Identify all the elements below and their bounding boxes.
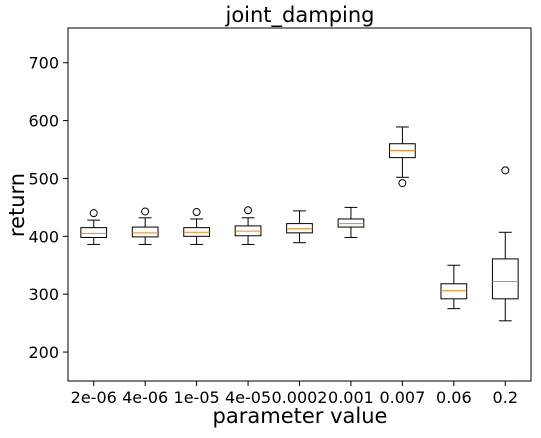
outlier-point — [244, 206, 253, 215]
iqr-box — [491, 258, 519, 300]
y-tick-label: 600 — [28, 112, 59, 131]
iqr-box — [286, 223, 313, 234]
outlier-point — [501, 166, 510, 175]
x-tick-label: 4e-05 — [225, 388, 271, 407]
plot-area — [67, 27, 532, 382]
iqr-box — [131, 226, 159, 238]
box-0.007 — [389, 126, 416, 188]
y-tick-label: 300 — [28, 285, 59, 304]
x-tick-label: 0.06 — [436, 388, 472, 407]
box-0.06 — [440, 264, 468, 310]
chart-title: joint_damping — [224, 3, 374, 28]
y-tick-label: 500 — [28, 169, 59, 188]
iqr-box — [80, 227, 108, 238]
x-tick-label: 0.001 — [328, 388, 374, 407]
box-0.001 — [337, 206, 365, 238]
box-0.0002 — [286, 210, 313, 244]
x-tick-label: 1e-05 — [174, 388, 220, 407]
iqr-box — [440, 283, 468, 300]
x-tick-label: 0.2 — [493, 388, 518, 407]
outlier-point — [398, 179, 407, 188]
y-axis-label: return — [5, 173, 29, 237]
outlier-point — [89, 209, 98, 218]
x-axis: 2e-06 4e-06 1e-05 4e-05 0.0002 0.001 0.007 0.06… — [71, 381, 518, 407]
x-tick-label: 4e-06 — [122, 388, 168, 407]
outlier-point — [192, 208, 201, 217]
x-tick-label: 2e-06 — [71, 388, 117, 407]
box-0.2 — [491, 166, 519, 322]
box-4e-05 — [234, 206, 262, 245]
x-tick-label: 0.007 — [379, 388, 425, 407]
plot-frame — [67, 27, 532, 382]
box-4e-06 — [131, 207, 159, 245]
outlier-point — [141, 207, 150, 216]
y-tick-label: 400 — [28, 227, 59, 246]
iqr-box — [337, 218, 365, 228]
box-1e-05 — [183, 208, 210, 245]
y-axis: 200 300 400 500 600 700 — [28, 54, 68, 362]
y-tick-label: 700 — [28, 54, 59, 73]
x-tick-label: 0.0002 — [272, 388, 328, 407]
x-axis-label: parameter value — [213, 404, 388, 428]
y-tick-label: 200 — [28, 343, 59, 362]
box-2e-06 — [80, 209, 108, 245]
boxes — [80, 126, 519, 322]
